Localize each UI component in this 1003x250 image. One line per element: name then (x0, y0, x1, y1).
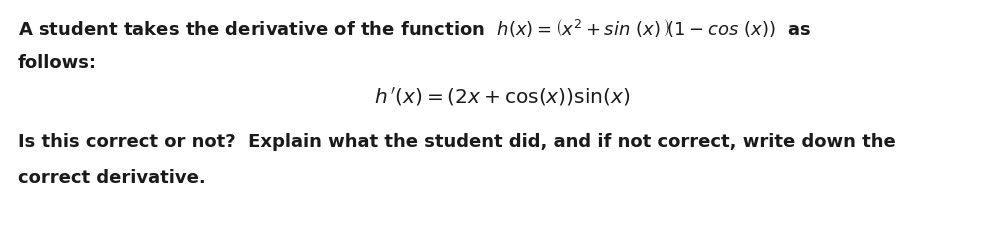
Text: A student takes the derivative of the function  $h(x) = \left(x^{2} + \mathit{si: A student takes the derivative of the fu… (18, 18, 810, 40)
Text: $\mathit{h}\,'(x) = (2x + \cos(x))\sin(x)$: $\mathit{h}\,'(x) = (2x + \cos(x))\sin(x… (373, 86, 630, 108)
Text: correct derivative.: correct derivative. (18, 168, 206, 186)
Text: follows:: follows: (18, 54, 97, 72)
Text: Is this correct or not?  Explain what the student did, and if not correct, write: Is this correct or not? Explain what the… (18, 132, 895, 150)
